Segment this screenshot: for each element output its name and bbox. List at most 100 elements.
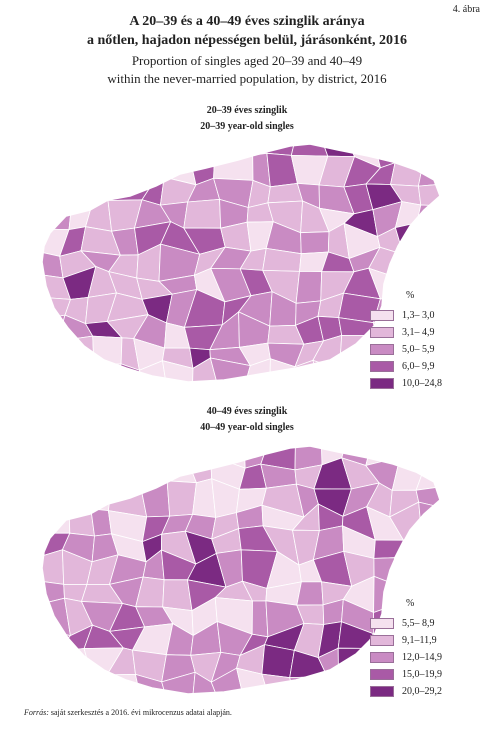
district-area	[337, 671, 374, 694]
district-area	[300, 231, 330, 255]
district-area	[267, 182, 304, 204]
legend2-item: 12,0–14,9	[370, 652, 490, 664]
district-area	[209, 446, 246, 469]
legend2-item: 9,1–11,9	[370, 635, 490, 647]
district-area	[42, 446, 65, 463]
legend2-swatch	[370, 652, 394, 663]
legend2-swatch	[370, 686, 394, 697]
district-area	[183, 198, 222, 229]
district-area	[83, 456, 113, 485]
district-area	[416, 204, 440, 230]
map1-title-hu: 20–39 éves szinglik	[206, 105, 288, 116]
district-area	[42, 340, 63, 366]
district-area	[159, 446, 193, 466]
district-area	[42, 363, 65, 382]
district-area	[415, 461, 440, 491]
district-area	[140, 144, 175, 166]
district-area	[88, 144, 116, 155]
district-area	[394, 144, 425, 164]
legend2-label: 9,1–11,9	[402, 635, 437, 646]
legend1-swatch	[370, 327, 394, 338]
district-area	[296, 581, 324, 606]
district-area	[107, 446, 149, 468]
district-area	[189, 446, 219, 466]
district-area	[166, 480, 197, 517]
legend2-label: 5,5– 8,9	[402, 618, 435, 629]
district-area	[97, 152, 124, 192]
district-area	[70, 180, 99, 207]
legend1-item: 6,0– 9,9	[370, 361, 490, 373]
district-area	[105, 152, 150, 191]
title-hu-line2: a nőtlen, hajadon népességen belül, járá…	[86, 33, 408, 48]
district-area	[162, 579, 193, 612]
legend1-label: 10,0–24,8	[402, 378, 442, 389]
legend2-swatch	[370, 669, 394, 680]
district-area	[89, 671, 116, 694]
district-area	[63, 446, 96, 458]
legend1-unit: %	[406, 290, 415, 301]
legend2-unit: %	[406, 598, 415, 609]
district-area	[139, 456, 168, 486]
legend1-label: 3,1– 4,9	[402, 327, 435, 338]
district-area	[251, 600, 269, 638]
legend2-swatch	[370, 635, 394, 646]
district-area	[261, 644, 295, 679]
district-area	[63, 456, 96, 485]
legend1-label: 1,3– 3,0	[402, 310, 435, 321]
district-area	[42, 160, 73, 184]
district-area	[189, 144, 219, 166]
legend1-swatch	[370, 310, 394, 321]
district-area	[418, 501, 440, 540]
district-area	[42, 180, 73, 207]
district-area	[55, 152, 99, 192]
legend2-swatch	[370, 618, 394, 629]
district-area	[312, 359, 348, 382]
district-area	[61, 363, 95, 382]
legend1-label: 5,0– 5,9	[402, 344, 435, 355]
district-area	[423, 446, 440, 463]
district-area	[159, 456, 197, 484]
district-area	[55, 144, 99, 167]
figure-number: 4. ábra	[452, 4, 480, 15]
source-note: Forrás: saját szerkesztés a 2016. évi mi…	[24, 708, 232, 717]
district-area	[402, 253, 425, 282]
district-area	[42, 456, 66, 487]
district-area	[83, 479, 113, 512]
district-area	[166, 144, 193, 166]
legend2-label: 15,0–19,9	[402, 669, 442, 680]
title-en-line2: within the never-married population, by …	[107, 71, 387, 86]
legend1-swatch	[370, 361, 394, 372]
legend1-label: 6,0– 9,9	[402, 361, 435, 372]
district-area	[105, 144, 147, 163]
map1-choropleth	[41, 143, 441, 383]
district-area	[415, 576, 440, 611]
district-area	[89, 363, 122, 382]
legend1-swatch	[370, 344, 394, 355]
map2-title-en: 40–49 year-old singles	[200, 422, 294, 433]
district-area	[417, 183, 440, 207]
legend1-item: 10,0–24,8	[370, 378, 490, 390]
district-area	[415, 556, 440, 582]
district-area	[55, 671, 91, 694]
legend1-swatch	[370, 378, 394, 389]
district-area	[213, 154, 254, 181]
district-area	[92, 335, 123, 366]
district-area	[140, 446, 168, 468]
district-area	[42, 675, 65, 694]
district-area	[416, 532, 440, 562]
legend2-item: 20,0–29,2	[370, 686, 490, 698]
district-area	[414, 273, 440, 298]
district-area	[107, 458, 149, 486]
district-area	[398, 446, 427, 463]
district-area	[295, 270, 323, 304]
legend1-item: 3,1– 4,9	[370, 327, 490, 339]
source-prefix: Forrás:	[24, 708, 49, 717]
district-area	[294, 446, 323, 471]
title-hungarian: A 20–39 és a 40–49 éves szinglik aránya …	[0, 12, 494, 50]
district-area	[106, 673, 142, 694]
district-area	[88, 446, 116, 460]
district-area	[394, 222, 425, 256]
district-area	[42, 483, 70, 511]
district-area	[42, 650, 59, 682]
district-area	[415, 251, 440, 280]
